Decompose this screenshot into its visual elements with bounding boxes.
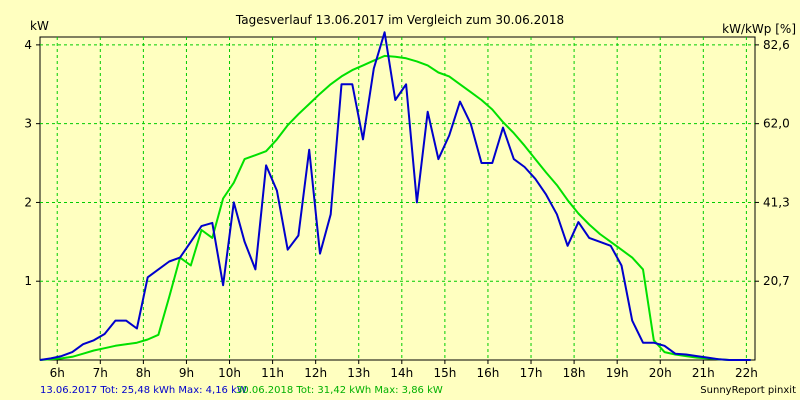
x-tick-label: 22h	[735, 366, 758, 380]
x-tick-label: 8h	[136, 366, 151, 380]
x-tick-label: 15h	[433, 366, 456, 380]
x-tick-label: 20h	[649, 366, 672, 380]
legend-2018: 30.06.2018 Tot: 31,42 kWh Max: 3,86 kW	[236, 385, 443, 396]
y-tick-label: 3	[24, 117, 32, 131]
series-line-13062017	[39, 31, 751, 361]
series-layer	[39, 31, 751, 361]
x-tick-label: 7h	[93, 366, 108, 380]
legend-2017: 13.06.2017 Tot: 25,48 kWh Max: 4,16 kW	[40, 385, 247, 396]
x-tick-label: 21h	[692, 366, 715, 380]
chart-title: Tagesverlauf 13.06.2017 im Vergleich zum…	[235, 13, 564, 27]
tick-layer: 6h 7h 8h 9h 10h 11h 12h 13h 14h 15h 16h 17h 18h 19h 20…	[24, 38, 789, 380]
brand-label: SunnyReport pinxit	[700, 385, 796, 396]
y-tick-label: 1	[24, 274, 32, 288]
y-tick-label: 4	[24, 38, 32, 52]
x-tick-label: 13h	[347, 366, 370, 380]
x-tick-label: 18h	[563, 366, 586, 380]
y2-tick-label: 82,6	[763, 38, 790, 52]
x-tick-label: 6h	[50, 366, 65, 380]
x-tick-label: 16h	[477, 366, 500, 380]
y2-tick-label: 62,0	[763, 117, 790, 131]
y2-tick-label: 20,7	[763, 274, 790, 288]
grid-layer	[40, 37, 755, 360]
x-tick-label: 19h	[606, 366, 629, 380]
y-axis-label: kW	[30, 19, 49, 33]
x-tick-label: 9h	[179, 366, 194, 380]
x-tick-label: 10h	[218, 366, 241, 380]
series-line-30062018	[39, 54, 751, 361]
x-tick-label: 14h	[390, 366, 413, 380]
x-tick-label: 17h	[520, 366, 543, 380]
x-tick-label: 11h	[261, 366, 284, 380]
y-tick-label: 2	[24, 195, 32, 209]
plot-area	[39, 36, 756, 361]
x-tick-label: 12h	[304, 366, 327, 380]
y2-tick-label: 41,3	[763, 195, 790, 209]
y2-axis-label: kW/kWp [%]	[722, 22, 796, 36]
